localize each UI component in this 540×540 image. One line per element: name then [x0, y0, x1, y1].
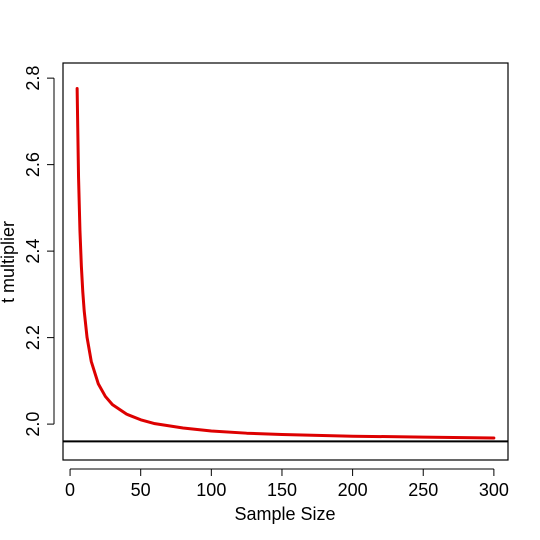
y-tick-label: 2.0 — [23, 412, 43, 437]
y-tick-label: 2.8 — [23, 66, 43, 91]
x-tick-label: 100 — [196, 480, 226, 500]
x-tick-label: 300 — [479, 480, 509, 500]
x-tick-label: 50 — [131, 480, 151, 500]
x-tick-label: 200 — [338, 480, 368, 500]
y-axis: 2.0 2.2 2.4 2.6 2.8 — [23, 66, 55, 437]
y-axis-title: t multiplier — [0, 221, 18, 303]
plot-area — [63, 87, 508, 443]
x-tick-label: 150 — [267, 480, 297, 500]
y-tick-label: 2.6 — [23, 152, 43, 177]
x-tick-label: 0 — [65, 480, 75, 500]
x-axis-title: Sample Size — [234, 504, 335, 524]
plot-frame — [62, 62, 509, 461]
y-tick-label: 2.4 — [23, 239, 43, 264]
x-tick-label: 250 — [408, 480, 438, 500]
series-line — [75, 87, 496, 440]
x-axis: 0 50 100 150 200 250 300 — [65, 468, 509, 500]
y-tick-label: 2.2 — [23, 325, 43, 350]
